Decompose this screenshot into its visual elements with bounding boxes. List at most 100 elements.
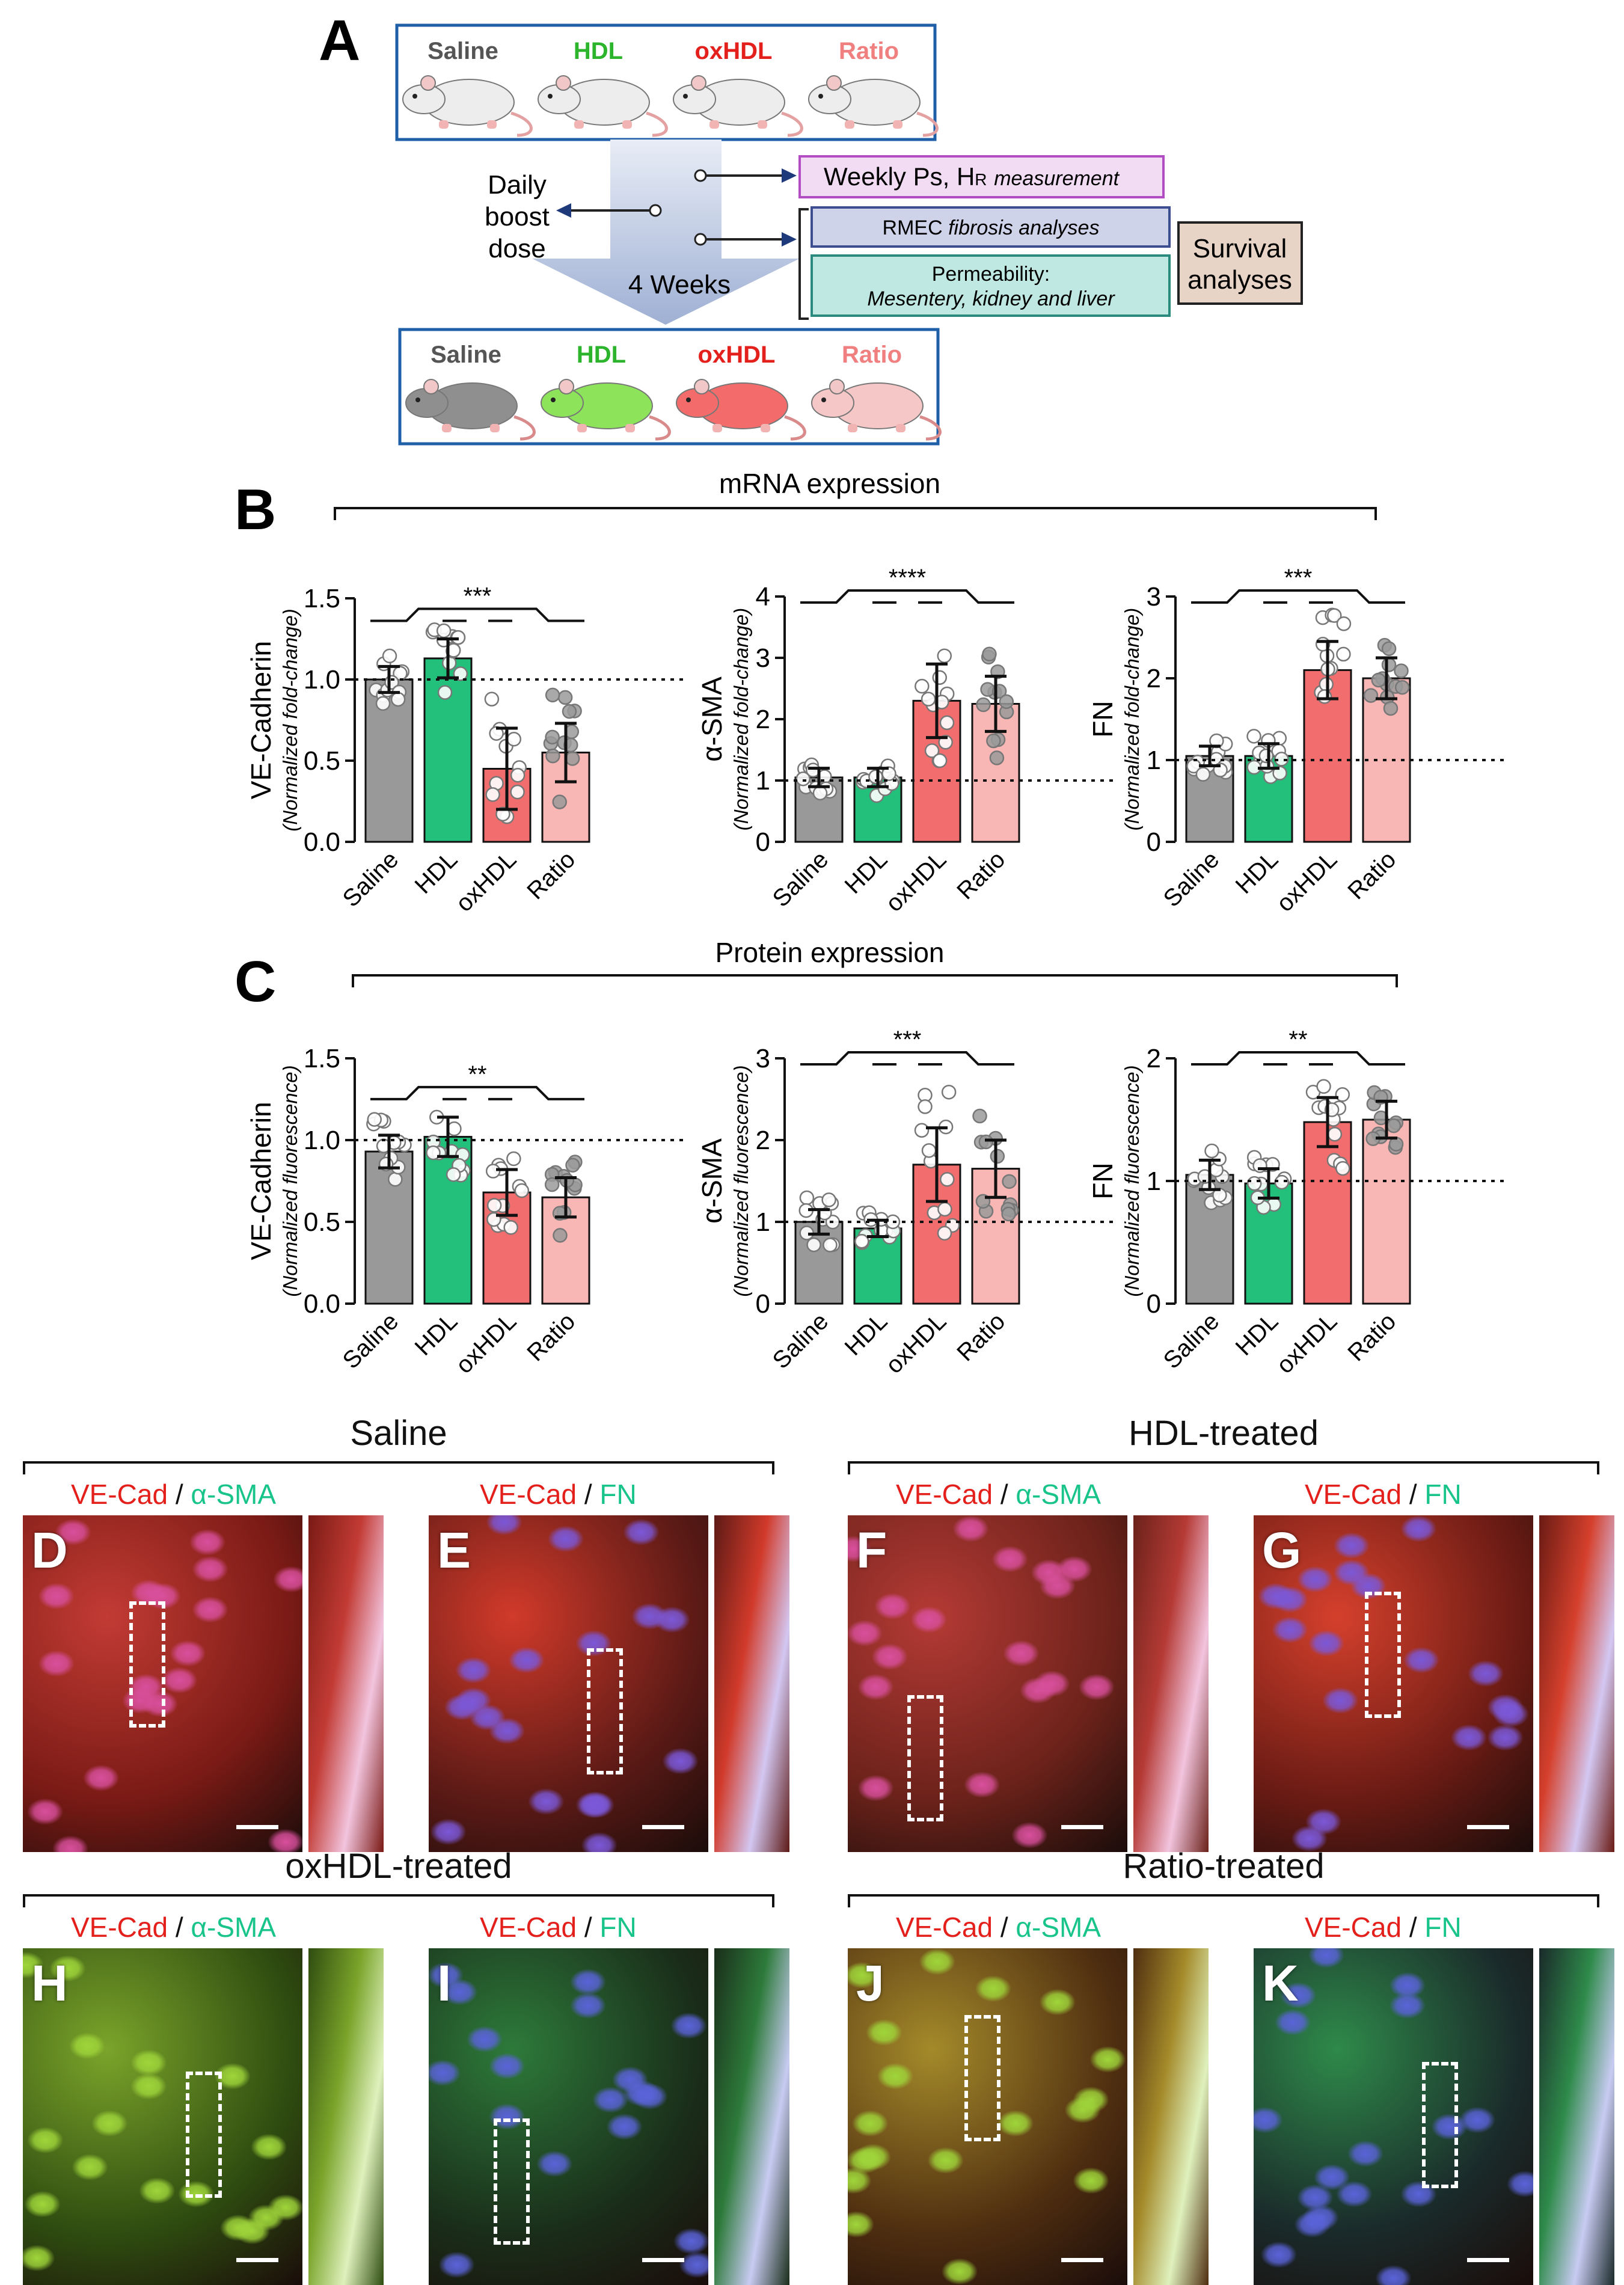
y-tick-label: 0.0 — [304, 827, 340, 857]
daily-line-1: Daily — [488, 170, 547, 200]
y-tick-label: 3 — [756, 1044, 770, 1073]
inset-zoom-image — [714, 1948, 789, 2285]
data-point — [806, 1237, 821, 1253]
y-axis-sublabel: (Normalized fluorescence) — [279, 1065, 301, 1296]
y-tick-label: 1 — [1147, 746, 1161, 775]
micrograph-letter: G — [1262, 1522, 1302, 1578]
data-point — [510, 784, 525, 800]
data-point — [1316, 1079, 1331, 1094]
stain-slash: / — [1402, 1479, 1425, 1510]
top-rat-saline — [402, 75, 533, 137]
data-point — [990, 1149, 1005, 1164]
data-point — [1336, 616, 1352, 631]
data-point — [388, 1171, 403, 1187]
data-point — [552, 794, 567, 809]
stain-asma: α-SMA — [191, 1912, 277, 1943]
bottom-group-label-oxhdl: oxHDL — [698, 342, 776, 368]
top-group-label-oxhdl: oxHDL — [695, 38, 773, 64]
stain-ve-cad: VE-Cad — [480, 1912, 577, 1943]
x-tick-label: oxHDL — [1272, 846, 1343, 917]
chart-B3: 0 1 2 3 FN (Normalized fold-change) Saline HDLo… — [1087, 565, 1509, 917]
data-point — [436, 623, 452, 639]
data-point — [932, 753, 948, 768]
data-point — [544, 1177, 560, 1192]
significance-bracket: *** — [1191, 565, 1405, 604]
data-point — [976, 697, 991, 713]
y-axis-sublabel: (Normalized fold-change) — [730, 608, 752, 831]
stain-ve-cad: VE-Cad — [896, 1912, 993, 1943]
micrograph-letter: H — [31, 1955, 68, 2011]
group-bracket — [23, 1461, 774, 1474]
micrograph-group-title: HDL-treated — [1129, 1414, 1319, 1453]
y-axis-label: FN — [1087, 1162, 1118, 1199]
x-tick-label: Saline — [1159, 846, 1225, 912]
data-point — [821, 1192, 836, 1207]
data-point — [1001, 1206, 1016, 1222]
data-point — [426, 1145, 441, 1161]
data-point — [553, 1228, 568, 1243]
stain-fn: FN — [599, 1912, 637, 1943]
y-axis-label: VE-Cadherin — [245, 1102, 277, 1260]
data-point — [978, 1134, 994, 1150]
stain-caption: VE-Cad / FN — [1305, 1911, 1462, 1943]
micrograph-image: K — [1254, 1948, 1533, 2285]
data-point — [503, 1220, 518, 1235]
y-tick-label: 0 — [756, 827, 770, 857]
data-point — [795, 771, 810, 787]
data-point — [506, 1151, 521, 1167]
stain-fn: FN — [599, 1479, 637, 1510]
data-point — [1336, 646, 1351, 662]
data-point — [1317, 689, 1332, 704]
bar-saline — [364, 1150, 414, 1305]
micrograph-group-3: Ratio-treated VE-Cad / α-SMA J VE-Cad / FN K — [848, 1846, 1614, 2285]
data-point — [1002, 1174, 1017, 1189]
stain-ve-cad: VE-Cad — [71, 1912, 168, 1943]
nuclei-layer — [23, 1948, 302, 2285]
data-point — [1363, 688, 1379, 703]
data-point — [934, 695, 949, 710]
bottom-group-label-saline: Saline — [431, 342, 501, 368]
bar-oxhdl — [1303, 1121, 1352, 1305]
x-tick-label: Saline — [338, 846, 404, 912]
y-axis-sublabel: (Normalized fold-change) — [1121, 608, 1143, 831]
data-point — [921, 1143, 937, 1158]
group-bracket — [848, 1461, 1599, 1474]
data-point — [1246, 1176, 1262, 1191]
stain-caption: VE-Cad / α-SMA — [896, 1478, 1101, 1511]
y-axis-sublabel: (Normalized fold-change) — [279, 609, 301, 832]
stain-caption: VE-Cad / α-SMA — [71, 1911, 276, 1943]
stain-slash: / — [1402, 1912, 1425, 1943]
stain-caption: VE-Cad / FN — [1305, 1478, 1462, 1511]
inset-zoom-image — [1539, 1515, 1614, 1852]
stain-caption: VE-Cad / α-SMA — [896, 1911, 1101, 1943]
y-tick-label: 1.5 — [304, 1044, 340, 1073]
stain-ve-cad: VE-Cad — [1305, 1912, 1402, 1943]
nuclei-layer — [1254, 1948, 1533, 2285]
significance-bracket: *** — [370, 583, 584, 622]
significance-label: ** — [1288, 1026, 1307, 1053]
stain-slash: / — [577, 1912, 600, 1943]
chart-C1: 0.0 0.5 1.0 1.5 VE-Cadherin (Normalized fluor… — [245, 1044, 688, 1379]
stain-fn: FN — [1424, 1912, 1462, 1943]
x-tick-label: oxHDL — [451, 1308, 522, 1379]
top-rat-oxhdl — [673, 75, 803, 137]
x-tick-label: HDL — [840, 846, 893, 899]
micrograph-letter: I — [437, 1955, 452, 2011]
top-group-label-hdl: HDL — [574, 38, 623, 64]
y-tick-label: 3 — [756, 643, 770, 673]
panel-b-letter: B — [234, 477, 276, 542]
micrograph-group-2: oxHDL-treated VE-Cad / α-SMA H VE-Cad / FN I — [23, 1846, 789, 2285]
stain-fn: FN — [1424, 1479, 1462, 1510]
y-tick-label: 1.0 — [304, 665, 340, 695]
x-tick-label: Ratio — [952, 1308, 1010, 1366]
data-point — [915, 678, 930, 694]
inset-zoom-image — [1133, 1948, 1209, 2285]
perm-line-2: Mesentery, kidney and liver — [867, 287, 1115, 310]
weekly-box — [798, 155, 1165, 198]
significance-label: *** — [1284, 565, 1313, 591]
data-point — [812, 785, 828, 801]
data-point — [986, 733, 1001, 749]
significance-bracket: *** — [800, 1026, 1014, 1066]
panel-c-letter: C — [234, 949, 276, 1014]
data-point — [921, 692, 936, 707]
